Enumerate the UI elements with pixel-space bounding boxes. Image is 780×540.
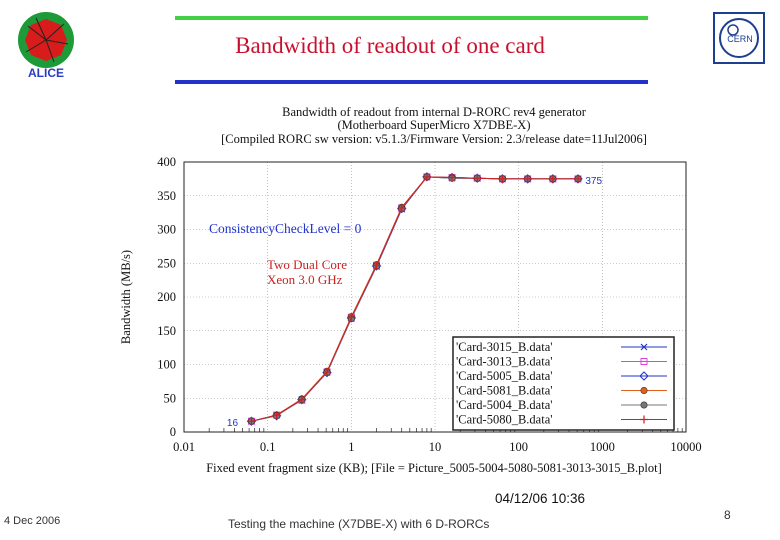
y-tick-label: 300	[157, 223, 176, 237]
y-tick-label: 0	[170, 425, 176, 439]
x-axis-label: Fixed event fragment size (KB); [File = …	[206, 461, 662, 475]
header-bottom-rule	[175, 80, 648, 84]
data-point-plus	[523, 174, 532, 183]
x-tick-label: 1000	[590, 440, 615, 454]
data-point-plus	[640, 415, 648, 424]
y-tick-label: 350	[157, 189, 176, 203]
x-tick-label: 1	[348, 440, 354, 454]
legend-box	[452, 336, 675, 431]
footer-date: 4 Dec 2006	[4, 515, 61, 527]
alice-logo-text: ALICE	[28, 66, 64, 80]
x-tick-label: 0.1	[260, 440, 276, 454]
series-card-5080-b-data	[247, 172, 583, 426]
y-tick-label: 100	[157, 358, 176, 372]
x-tick-label: 100	[509, 440, 528, 454]
data-point-plus	[473, 174, 482, 183]
y-tick-label: 200	[157, 290, 176, 304]
data-point-plus	[422, 172, 431, 181]
data-point-plus	[372, 261, 381, 270]
data-point-plus	[448, 173, 457, 182]
y-tick-label: 150	[157, 324, 176, 338]
y-tick-label: 250	[157, 256, 176, 270]
data-point-circle	[640, 386, 648, 394]
data-point-plus	[397, 203, 406, 212]
data-point-plus	[574, 174, 583, 183]
data-point-diamond	[639, 371, 649, 381]
slide-title: Bandwidth of readout of one card	[235, 33, 545, 58]
y-tick-label: 400	[157, 155, 176, 169]
data-label-max: 375	[585, 176, 602, 187]
y-axis-label: Bandwidth (MB/s)	[119, 250, 133, 344]
chart-timestamp: 04/12/06 10:36	[495, 491, 585, 506]
data-point-square	[640, 358, 648, 365]
legend-entry-label: 'Card-5005_B.data'	[456, 369, 553, 383]
chart-title-line: Bandwidth of readout from internal D-ROR…	[282, 105, 587, 119]
legend-entry-label: 'Card-5081_B.data'	[456, 384, 553, 398]
x-tick-label: 10000	[670, 440, 701, 454]
data-point-x	[640, 343, 648, 351]
legend-entry-label: 'Card-3013_B.data'	[456, 355, 553, 369]
data-point-plus	[323, 367, 332, 376]
annotation-cpu-speed: Xeon 3.0 GHz	[267, 272, 343, 287]
y-tick-label: 50	[164, 391, 177, 405]
legend-entry-label: 'Card-5004_B.data'	[456, 398, 553, 412]
alice-logo: ALICE	[6, 12, 86, 80]
data-point-plus	[272, 411, 281, 420]
data-label-min: 16	[227, 418, 239, 429]
data-point-circle	[640, 401, 648, 409]
annotation-consistency: ConsistencyCheckLevel = 0	[209, 221, 362, 236]
cern-logo-text: CERN	[727, 34, 753, 44]
data-point-plus	[347, 313, 356, 322]
data-point-plus	[548, 174, 557, 183]
x-tick-label: 10	[429, 440, 442, 454]
legend-entry-label: 'Card-5080_B.data'	[456, 413, 553, 427]
chart-title-line: [Compiled RORC sw version: v5.1.3/Firmwa…	[221, 132, 647, 146]
x-tick-label: 0.01	[173, 440, 195, 454]
data-point-plus	[498, 174, 507, 183]
data-point-plus	[247, 417, 256, 426]
series-line	[251, 176, 578, 422]
legend-entry-label: 'Card-3015_B.data'	[456, 340, 553, 354]
cern-logo: CERN	[713, 12, 765, 64]
data-point-plus	[297, 395, 306, 404]
header-top-rule	[175, 16, 648, 20]
footer-caption: Testing the machine (X7DBE-X) with 6 D-R…	[228, 517, 490, 531]
page-number: 8	[724, 508, 731, 522]
chart-title-line: (Motherboard SuperMicro X7DBE-X)	[337, 118, 530, 132]
annotation-cpu: Two Dual Core	[267, 257, 347, 272]
plot-frame	[183, 161, 687, 433]
